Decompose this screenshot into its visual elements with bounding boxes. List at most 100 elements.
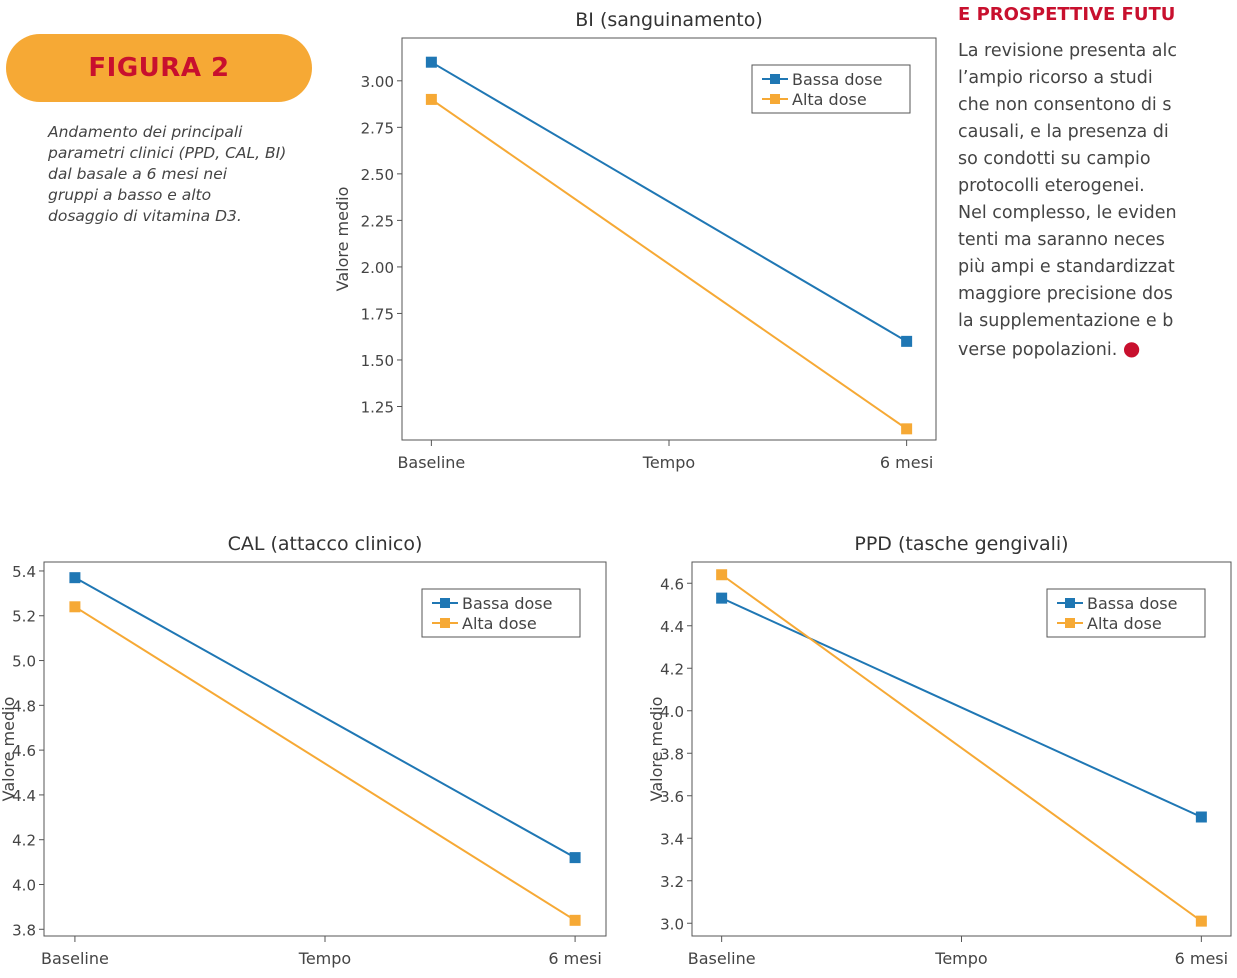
- y-axis-label: Valore medio: [333, 187, 352, 292]
- x-tick-label: Baseline: [397, 453, 465, 472]
- y-tick-label: 4.2: [660, 660, 684, 678]
- y-tick-label: 2.00: [361, 259, 394, 277]
- figure-badge-label: FIGURA 2: [88, 53, 230, 83]
- y-tick-label: 4.4: [12, 787, 36, 805]
- body-line: che non consentono di s: [958, 95, 1172, 115]
- section-title: E PROSPETTIVE FUTU: [958, 4, 1176, 25]
- legend-box: [421, 588, 581, 638]
- y-tick-label: 2.75: [361, 119, 394, 137]
- y-tick-label: 3.0: [660, 915, 684, 933]
- chart-ppd: PPD (tasche gengivali) 3.0 3.2 3.4 3.6 3.8 4.0…: [647, 533, 1232, 968]
- legend-marker: [770, 74, 780, 84]
- x-tick-label: 6 mesi: [1175, 949, 1228, 968]
- series-line-alta: [74, 605, 576, 922]
- x-tick-label: Baseline: [41, 949, 109, 968]
- y-tick-label: 4.0: [12, 876, 36, 894]
- y-tick-label: 1.50: [361, 352, 394, 370]
- y-axis-label: Valore medio: [0, 697, 18, 802]
- data-point: [901, 335, 913, 347]
- data-point: [1195, 811, 1207, 823]
- data-point: [716, 592, 728, 604]
- data-point: [69, 572, 81, 584]
- data-point: [569, 852, 581, 864]
- data-point: [69, 601, 81, 613]
- series-line-alta: [430, 98, 908, 430]
- x-tick-label: 6 mesi: [548, 949, 601, 968]
- body-line-text: verse popolazioni.: [958, 340, 1118, 360]
- body-line: so condotti su campio: [958, 149, 1151, 169]
- y-tick-label: 4.0: [660, 703, 684, 721]
- caption-line: parametri clinici (PPD, CAL, BI): [48, 144, 287, 162]
- legend-box: [751, 64, 911, 114]
- body-line: La revisione presenta alc: [958, 41, 1177, 61]
- y-tick-label: 2.25: [361, 212, 394, 230]
- legend-box: [1046, 588, 1206, 638]
- caption-line: dal basale a 6 mesi nei: [48, 165, 228, 183]
- x-axis-label: Tempo: [298, 949, 351, 968]
- y-tick-label: 3.4: [660, 830, 684, 848]
- body-line: la supplementazione e b: [958, 311, 1174, 331]
- data-point: [901, 423, 913, 435]
- y-tick-label: 5.4: [12, 563, 36, 581]
- legend-label: Bassa dose: [792, 70, 882, 89]
- legend-marker: [440, 618, 450, 628]
- chart-title: BI (sanguinamento): [575, 9, 762, 31]
- chart-title: PPD (tasche gengivali): [854, 533, 1068, 555]
- data-point: [1195, 915, 1207, 927]
- y-tick-label: 2.50: [361, 166, 394, 184]
- legend-marker: [770, 94, 780, 104]
- legend-label: Alta dose: [462, 614, 537, 633]
- body-line: protocolli eterogenei.: [958, 176, 1145, 196]
- body-line: maggiore precisione dos: [958, 284, 1173, 304]
- y-axis-label: Valore medio: [647, 697, 666, 802]
- figure-caption: Andamento dei principali parametri clini…: [48, 122, 308, 227]
- body-line: verse popolazioni. ●: [958, 335, 1237, 364]
- x-tick-label: Baseline: [688, 949, 756, 968]
- y-tick-label: 5.2: [12, 608, 36, 626]
- y-tick-label: 3.2: [660, 873, 684, 891]
- y-tick-label: 1.25: [361, 399, 394, 417]
- end-dot-icon: ●: [1122, 336, 1141, 360]
- series-line-bassa: [74, 576, 576, 859]
- y-tick-label: 4.6: [660, 575, 684, 593]
- y-tick-label: 3.8: [660, 745, 684, 763]
- caption-line: dosaggio di vitamina D3.: [48, 207, 242, 225]
- body-line: l’ampio ricorso a studi: [958, 68, 1153, 88]
- legend-label: Bassa dose: [1087, 594, 1177, 613]
- y-tick-label: 4.8: [12, 697, 36, 715]
- data-point: [569, 914, 581, 926]
- figure-badge: FIGURA 2: [6, 34, 312, 102]
- chart-bi: BI (sanguinamento) 1.25 1.50 1.75 2.00 2.25 2.…: [333, 9, 937, 472]
- x-axis-label: Tempo: [642, 453, 695, 472]
- y-tick-label: 4.4: [660, 618, 684, 636]
- y-tick-label: 3.6: [660, 788, 684, 806]
- body-line: più ampi e standardizzat: [958, 257, 1175, 277]
- y-tick-label: 5.0: [12, 653, 36, 671]
- x-axis-label: Tempo: [934, 949, 987, 968]
- y-tick-label: 3.00: [361, 73, 394, 91]
- data-point: [425, 56, 437, 68]
- y-tick-label: 4.6: [12, 742, 36, 760]
- legend-label: Alta dose: [1087, 614, 1162, 633]
- section-body: La revisione presenta alc l’ampio ricors…: [958, 38, 1237, 364]
- y-tick-label: 3.8: [12, 921, 36, 939]
- caption-line: Andamento dei principali: [48, 123, 243, 141]
- series-line-alta: [721, 573, 1202, 922]
- body-line: tenti ma saranno neces: [958, 230, 1165, 250]
- legend-marker: [1065, 598, 1075, 608]
- data-point: [716, 569, 728, 581]
- chart-title: CAL (attacco clinico): [228, 533, 423, 555]
- legend-label: Bassa dose: [462, 594, 552, 613]
- legend-marker: [440, 598, 450, 608]
- series-line-bassa: [430, 61, 908, 343]
- legend-marker: [1065, 618, 1075, 628]
- body-line: causali, e la presenza di: [958, 122, 1169, 142]
- legend-label: Alta dose: [792, 90, 867, 109]
- y-tick-label: 1.75: [361, 305, 394, 323]
- x-tick-label: 6 mesi: [880, 453, 933, 472]
- series-line-bassa: [721, 597, 1202, 818]
- body-line: Nel complesso, le eviden: [958, 203, 1177, 223]
- data-point: [425, 93, 437, 105]
- chart-cal: CAL (attacco clinico) 3.8 4.0 4.2 4.4 4.6 4.8 5…: [0, 533, 607, 968]
- y-tick-label: 4.2: [12, 832, 36, 850]
